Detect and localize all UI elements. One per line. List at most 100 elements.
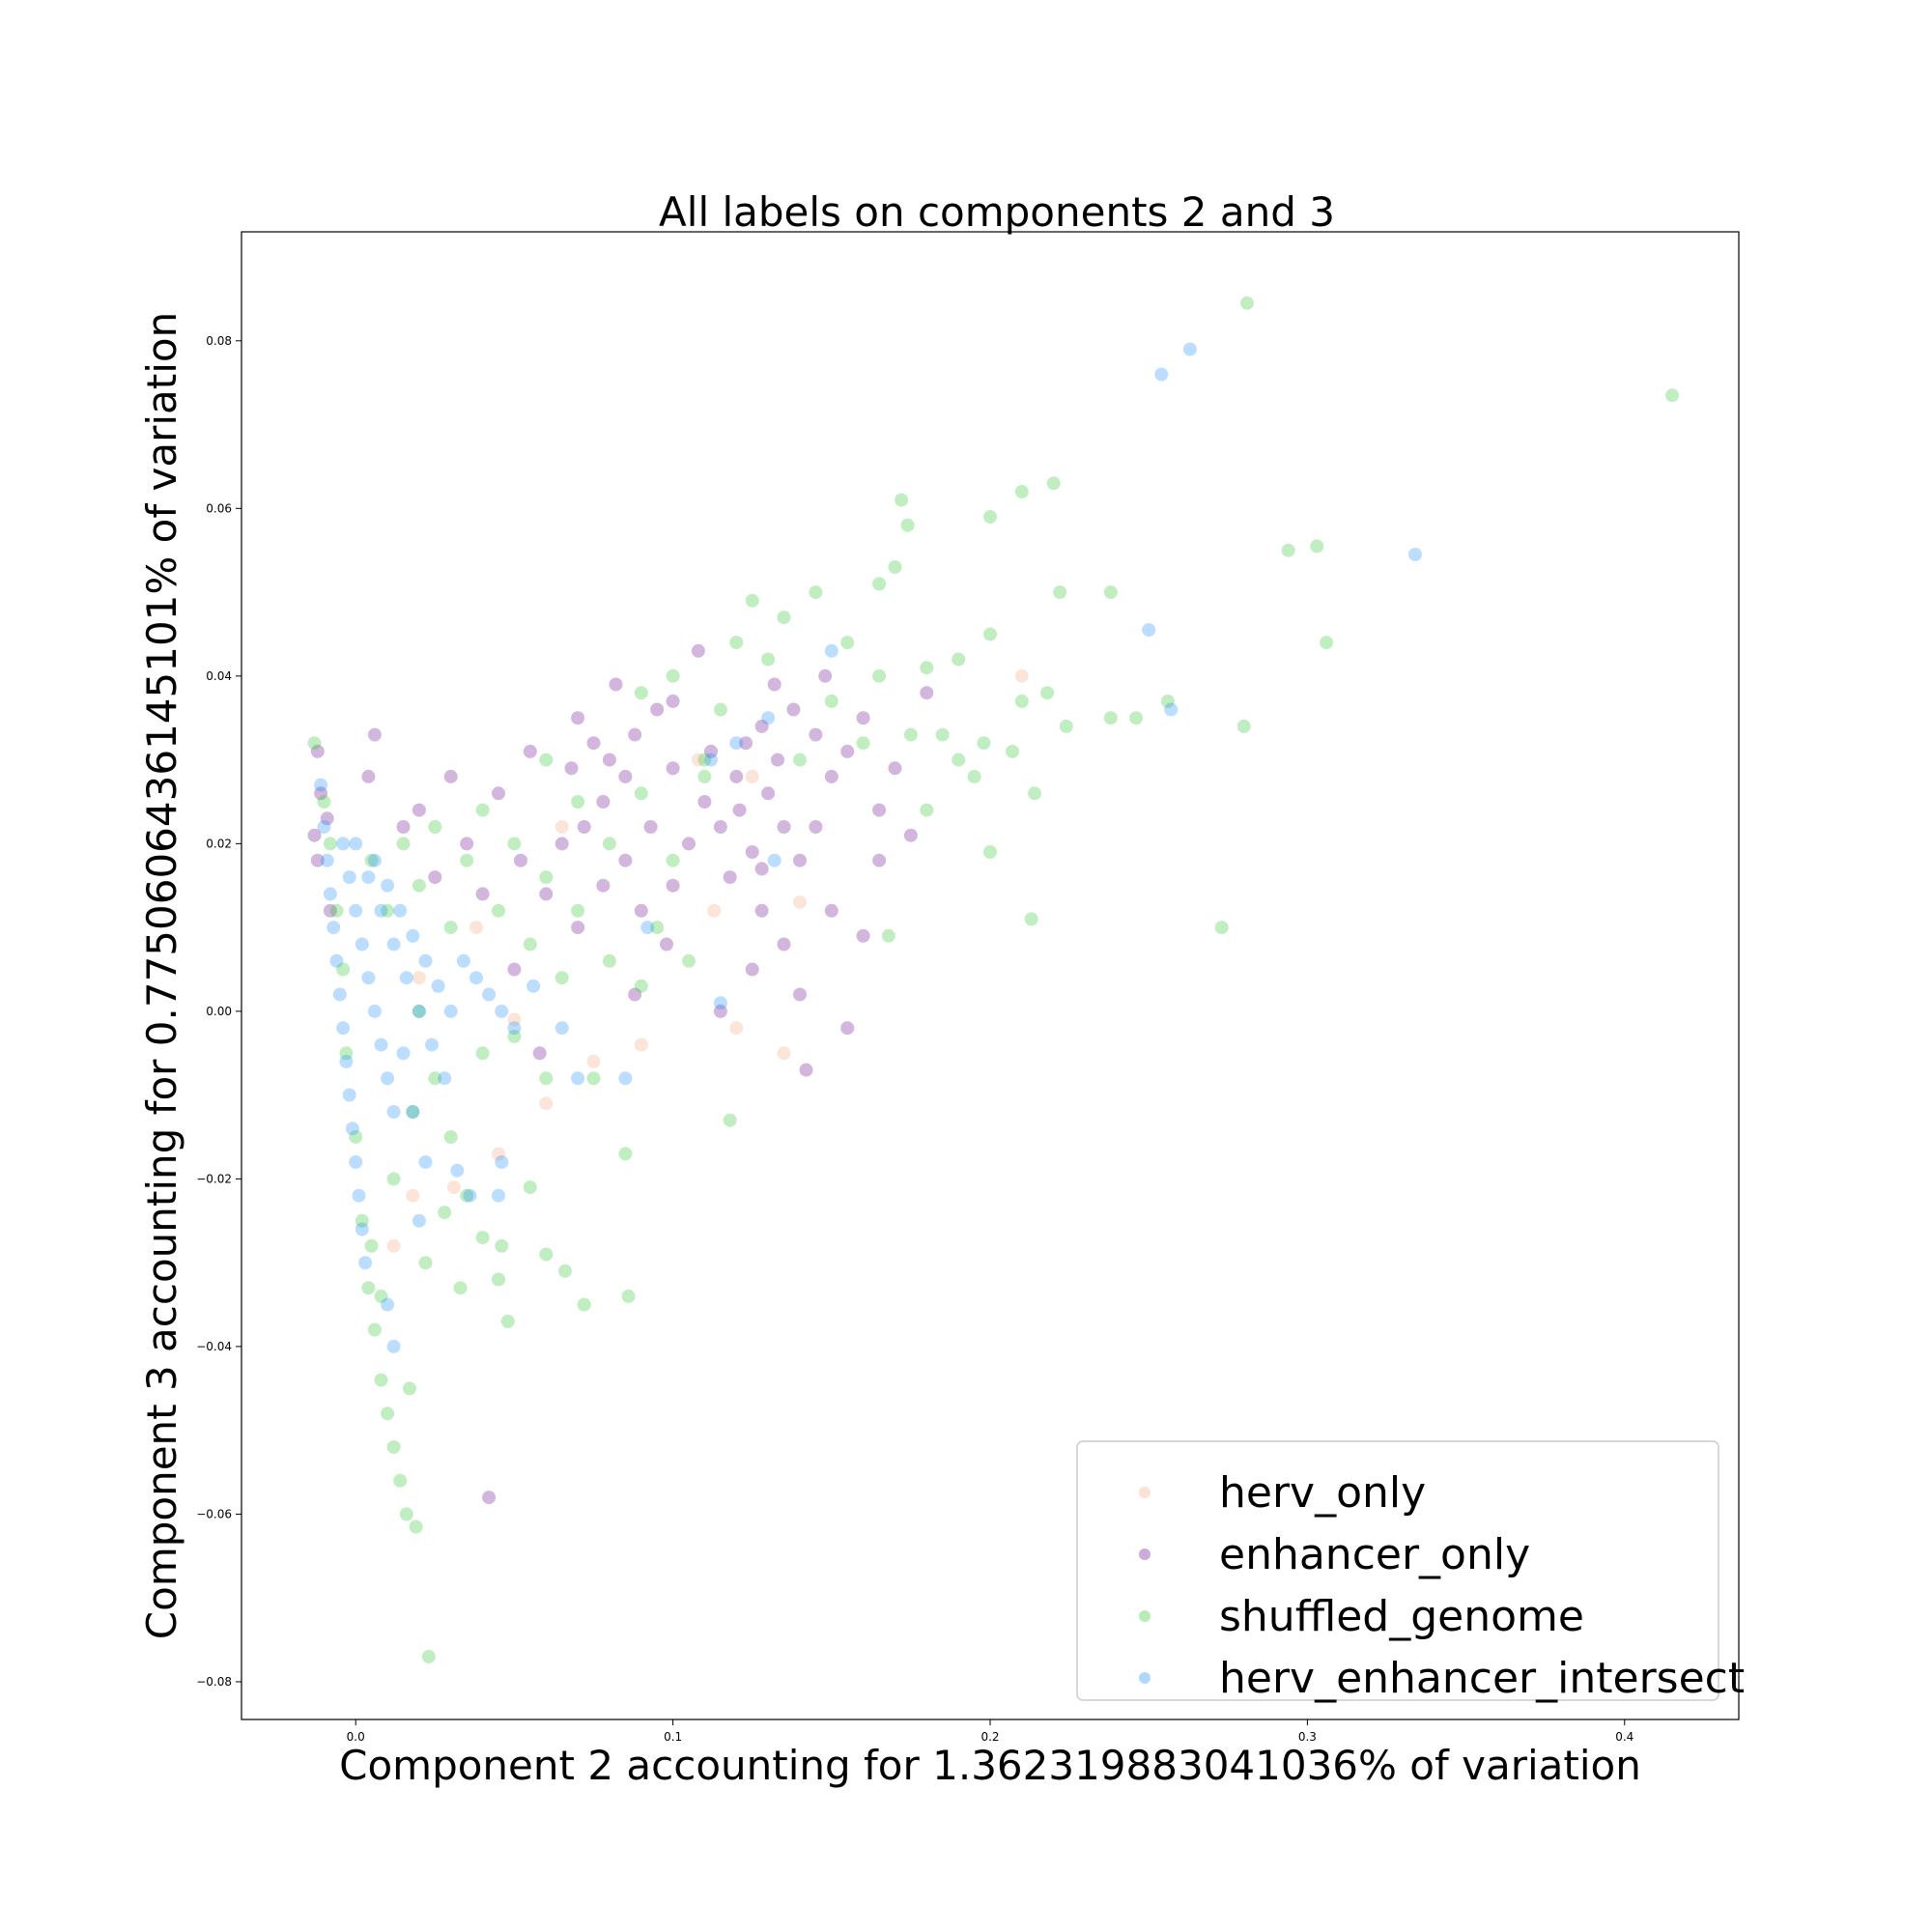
point-shuffled_genome-89 xyxy=(1160,694,1175,708)
point-enhancer_only-6 xyxy=(361,769,376,783)
point-herv_only-8 xyxy=(745,769,759,783)
x-tick-label: 0.3 xyxy=(1298,1730,1317,1744)
point-herv_enhancer_intersect-47 xyxy=(412,1213,426,1228)
legend-marker-enhancer_only xyxy=(1139,1548,1151,1560)
point-enhancer_only-22 xyxy=(554,837,569,851)
point-shuffled_genome-73 xyxy=(977,736,991,751)
point-shuffled_genome-23 xyxy=(460,853,474,867)
point-shuffled_genome-113 xyxy=(418,1256,433,1270)
point-shuffled_genome-85 xyxy=(1014,485,1029,498)
point-enhancer_only-62 xyxy=(666,761,680,776)
point-herv_only-14 xyxy=(507,1012,522,1027)
point-enhancer_only-72 xyxy=(460,837,474,851)
point-herv_enhancer_intersect-5 xyxy=(329,953,344,968)
point-herv_only-1 xyxy=(406,1188,420,1203)
point-enhancer_only-51 xyxy=(888,761,902,776)
point-enhancer_only-55 xyxy=(507,962,522,977)
point-shuffled_genome-108 xyxy=(634,786,648,801)
point-enhancer_only-15 xyxy=(596,795,611,809)
point-enhancer_only-26 xyxy=(666,878,680,893)
point-enhancer_only-48 xyxy=(793,987,807,1002)
point-herv_enhancer_intersect-23 xyxy=(386,1105,401,1119)
point-enhancer_only-50 xyxy=(872,803,887,817)
point-enhancer_only-7 xyxy=(412,803,426,817)
point-shuffled_genome-1 xyxy=(317,795,331,809)
y-tick-label: 0.00 xyxy=(206,1005,232,1018)
point-shuffled_genome-6 xyxy=(349,1130,363,1144)
point-herv_enhancer_intersect-9 xyxy=(342,1088,356,1102)
point-shuffled_genome-31 xyxy=(412,1004,426,1018)
point-enhancer_only-14 xyxy=(602,753,616,767)
point-shuffled_genome-83 xyxy=(1053,585,1067,600)
point-shuffled_genome-13 xyxy=(393,1473,408,1488)
point-shuffled_genome-34 xyxy=(460,1188,474,1203)
point-shuffled_genome-33 xyxy=(443,1130,458,1144)
point-shuffled_genome-44 xyxy=(507,1029,522,1043)
point-herv_enhancer_intersect-25 xyxy=(361,870,376,885)
point-herv_enhancer_intersect-36 xyxy=(418,953,433,968)
point-shuffled_genome-51 xyxy=(666,853,680,867)
point-shuffled_genome-63 xyxy=(840,636,855,650)
point-enhancer_only-38 xyxy=(771,753,784,767)
point-herv_only-4 xyxy=(539,1096,554,1111)
point-shuffled_genome-95 xyxy=(1320,636,1334,650)
point-shuffled_genome-58 xyxy=(761,652,776,667)
point-shuffled_genome-82 xyxy=(1046,476,1061,491)
point-shuffled_genome-105 xyxy=(539,753,554,767)
point-herv_only-7 xyxy=(691,753,705,767)
point-shuffled_genome-26 xyxy=(507,837,522,851)
point-enhancer_only-20 xyxy=(666,694,680,708)
point-shuffled_genome-107 xyxy=(602,837,616,851)
point-shuffled_genome-22 xyxy=(443,921,458,935)
point-shuffled_genome-62 xyxy=(824,694,838,708)
point-shuffled_genome-47 xyxy=(602,953,616,968)
point-shuffled_genome-25 xyxy=(492,903,505,918)
point-enhancer_only-60 xyxy=(840,1021,855,1036)
point-enhancer_only-10 xyxy=(523,744,537,758)
point-enhancer_only-43 xyxy=(856,711,870,725)
series-shuffled_genome xyxy=(307,296,1679,1663)
point-herv_enhancer_intersect-0 xyxy=(314,778,328,792)
point-shuffled_genome-72 xyxy=(967,769,981,783)
point-enhancer_only-5 xyxy=(323,903,337,918)
point-shuffled_genome-40 xyxy=(558,1264,572,1278)
point-herv_enhancer_intersect-51 xyxy=(495,1155,509,1169)
point-enhancer_only-37 xyxy=(754,903,769,918)
point-shuffled_genome-101 xyxy=(903,727,918,742)
point-enhancer_only-18 xyxy=(628,727,642,742)
point-shuffled_genome-45 xyxy=(539,1071,554,1086)
point-shuffled_genome-64 xyxy=(856,736,870,751)
point-shuffled_genome-114 xyxy=(438,1206,452,1220)
point-herv_enhancer_intersect-49 xyxy=(463,1188,477,1203)
point-shuffled_genome-4 xyxy=(336,962,351,977)
point-shuffled_genome-94 xyxy=(1310,539,1324,554)
point-enhancer_only-69 xyxy=(628,987,642,1002)
point-enhancer_only-66 xyxy=(767,677,781,692)
point-herv_enhancer_intersect-41 xyxy=(482,987,497,1002)
point-enhancer_only-19 xyxy=(650,702,665,717)
point-shuffled_genome-11 xyxy=(381,1406,395,1421)
point-herv_enhancer_intersect-38 xyxy=(443,1004,458,1018)
point-herv_enhancer_intersect-28 xyxy=(399,971,413,985)
point-shuffled_genome-87 xyxy=(1103,711,1118,725)
point-herv_only-13 xyxy=(1014,668,1029,683)
point-enhancer_only-71 xyxy=(514,853,527,867)
point-enhancer_only-74 xyxy=(396,820,411,834)
series-herv_only xyxy=(386,668,1029,1253)
point-shuffled_genome-50 xyxy=(650,921,665,935)
point-herv_enhancer_intersect-63 xyxy=(767,853,781,867)
point-enhancer_only-24 xyxy=(618,853,633,867)
x-tick-label: 0.1 xyxy=(664,1730,682,1744)
point-enhancer_only-1 xyxy=(314,786,328,801)
point-herv_enhancer_intersect-39 xyxy=(456,953,470,968)
point-enhancer_only-13 xyxy=(586,736,601,751)
point-herv_enhancer_intersect-35 xyxy=(406,928,420,943)
point-shuffled_genome-7 xyxy=(355,1213,369,1228)
point-shuffled_genome-76 xyxy=(983,510,997,524)
point-shuffled_genome-111 xyxy=(386,1172,401,1186)
point-enhancer_only-56 xyxy=(532,1046,547,1061)
point-herv_enhancer_intersect-59 xyxy=(713,996,727,1010)
point-herv_only-10 xyxy=(729,1021,744,1036)
point-shuffled_genome-100 xyxy=(872,668,887,683)
point-herv_enhancer_intersect-52 xyxy=(381,1297,395,1312)
